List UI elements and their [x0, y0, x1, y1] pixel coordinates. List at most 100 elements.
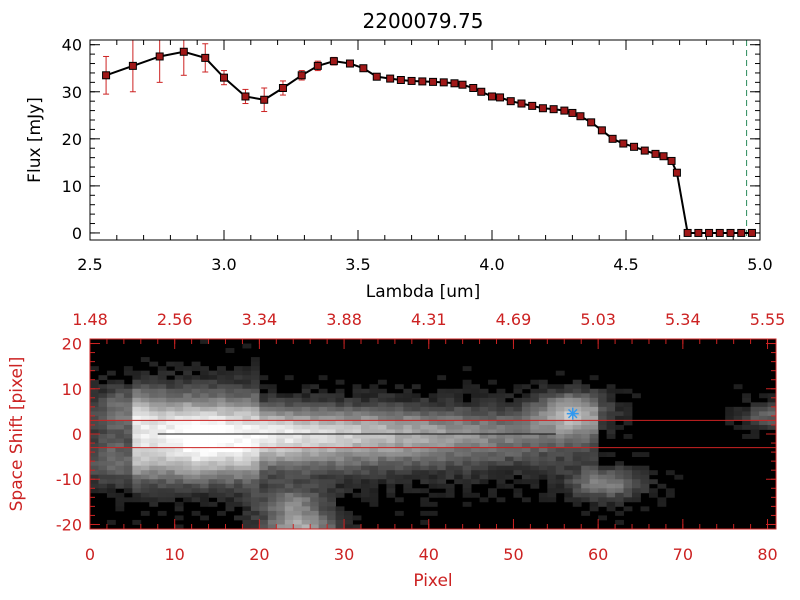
heatmap-cell	[191, 497, 201, 503]
heatmap-cell	[90, 388, 99, 394]
heatmap-cell	[471, 415, 480, 421]
heatmap-cell	[530, 402, 540, 408]
heatmap-cell	[242, 483, 252, 489]
heatmap-cell	[479, 470, 489, 476]
heatmap-cell	[394, 474, 404, 480]
heatmap-cell	[420, 429, 430, 435]
heatmap-cell	[276, 438, 286, 444]
heatmap-cell	[471, 424, 480, 430]
heatmap-cell	[377, 452, 387, 458]
heatmap-cell	[344, 479, 353, 485]
heatmap-cell	[217, 406, 226, 412]
heatmap-cell	[191, 388, 201, 394]
heatmap-cell	[157, 379, 167, 385]
heatmap-cell	[242, 375, 252, 381]
heatmap-cell	[217, 447, 226, 453]
heatmap-cell	[267, 492, 277, 498]
heatmap-cell	[301, 447, 311, 453]
heatmap-cell	[259, 519, 269, 525]
heatmap-cell	[217, 443, 226, 448]
heatmap-cell	[276, 488, 286, 494]
heatmap-cell	[352, 384, 362, 390]
heatmap-cell	[530, 406, 540, 412]
heatmap-cell	[225, 402, 235, 408]
heatmap-cell	[310, 411, 320, 417]
heatmap-cell	[547, 497, 557, 503]
heatmap-cell	[496, 470, 506, 476]
heatmap-cell	[90, 470, 99, 476]
heatmap-cell	[98, 461, 108, 467]
heatmap-cell	[149, 424, 159, 430]
heatmap-cell	[183, 384, 193, 390]
heatmap-cell	[191, 488, 201, 494]
heatmap-cell	[183, 388, 193, 394]
heatmap-cell	[267, 420, 277, 426]
flux-data-point	[128, 61, 137, 70]
heatmap-cell	[276, 465, 286, 471]
heatmap-cell	[589, 488, 599, 494]
heatmap-cell	[191, 438, 201, 444]
heatmap-cell	[555, 406, 565, 412]
heatmap-cell	[191, 406, 201, 412]
heatmap-cell	[98, 470, 108, 476]
heatmap-cell	[386, 434, 396, 439]
heatmap-cell	[589, 456, 599, 462]
heatmap-cell	[140, 434, 150, 439]
heatmap-cell	[369, 443, 379, 448]
heatmap-cell	[606, 474, 616, 480]
heatmap-cell	[318, 438, 328, 444]
heatmap-cell	[90, 479, 99, 485]
heatmap-cell	[386, 415, 396, 421]
heatmap-cell	[166, 434, 176, 439]
heatmap-cell	[191, 479, 201, 485]
heatmap-cell	[335, 452, 345, 458]
heatmap-cell	[259, 384, 269, 390]
heatmap-cell	[233, 424, 243, 430]
heatmap-cell	[471, 411, 480, 417]
heatmap-cell	[115, 452, 125, 458]
heatmap-cell	[90, 411, 99, 417]
heatmap-cell	[250, 488, 260, 494]
heatmap-cell	[310, 524, 320, 530]
heatmap-cell	[259, 479, 269, 485]
heatmap-cell	[403, 415, 413, 421]
heatmap-cell	[589, 443, 599, 448]
heatmap-cell	[521, 384, 531, 390]
heatmap-cell	[496, 424, 506, 430]
heatmap-cell	[572, 447, 582, 453]
heatmap-cell	[344, 424, 353, 430]
heatmap-cell	[174, 474, 184, 480]
image-ticks	[89, 339, 776, 529]
heatmap-cell	[394, 393, 404, 399]
heatmap-cell	[276, 483, 286, 489]
heatmap-cell	[479, 406, 489, 412]
heatmap-cell	[437, 402, 447, 408]
heatmap-overlay	[90, 407, 776, 449]
heatmap-cell	[437, 438, 447, 444]
heatmap-cell	[344, 415, 353, 421]
heatmap-cell	[242, 424, 252, 430]
heatmap-cell	[233, 438, 243, 444]
y-tick-label: 10	[62, 177, 82, 196]
heatmap-cell	[428, 397, 438, 403]
heatmap-cell	[284, 397, 294, 403]
heatmap-cell	[750, 434, 760, 439]
heatmap-cell	[183, 452, 193, 458]
heatmap-cell	[394, 465, 404, 471]
heatmap-cell	[90, 420, 99, 426]
heatmap-cell	[530, 452, 540, 458]
heatmap-cell	[140, 375, 150, 381]
heatmap-cell	[174, 470, 184, 476]
heatmap-cell	[623, 411, 633, 417]
heatmap-cell	[750, 411, 760, 417]
flux-data-point	[576, 112, 585, 121]
heatmap-cell	[335, 415, 345, 421]
heatmap-cell	[233, 461, 243, 467]
heatmap-cell	[504, 465, 514, 471]
heatmap-cell	[250, 461, 260, 467]
heatmap-cell	[759, 415, 768, 421]
heatmap-cell	[276, 501, 286, 507]
heatmap-cell	[242, 506, 252, 512]
heatmap-cell	[394, 452, 404, 458]
heatmap-cell	[335, 388, 345, 394]
